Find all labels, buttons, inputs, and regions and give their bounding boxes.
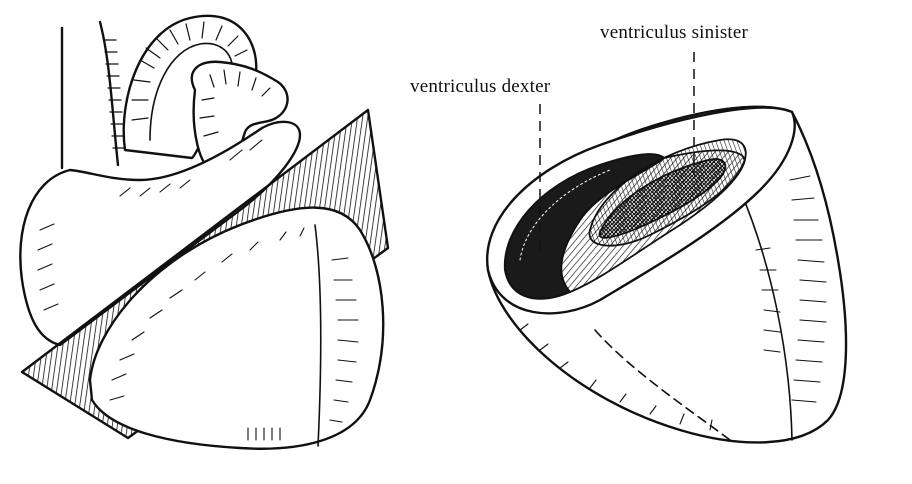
- label-ventriculus-sinister: ventriculus sinister: [600, 22, 749, 43]
- left-ventricle-cavity: [598, 158, 727, 239]
- right-heart-drawing: [485, 105, 848, 444]
- left-heart-drawing: [19, 14, 390, 450]
- label-ventriculus-dexter: ventriculus dexter: [410, 76, 551, 97]
- great-vessel: [60, 20, 120, 170]
- leader-lines: [539, 52, 695, 258]
- ventricle-apex: [88, 206, 385, 450]
- atrium-body: [19, 120, 302, 347]
